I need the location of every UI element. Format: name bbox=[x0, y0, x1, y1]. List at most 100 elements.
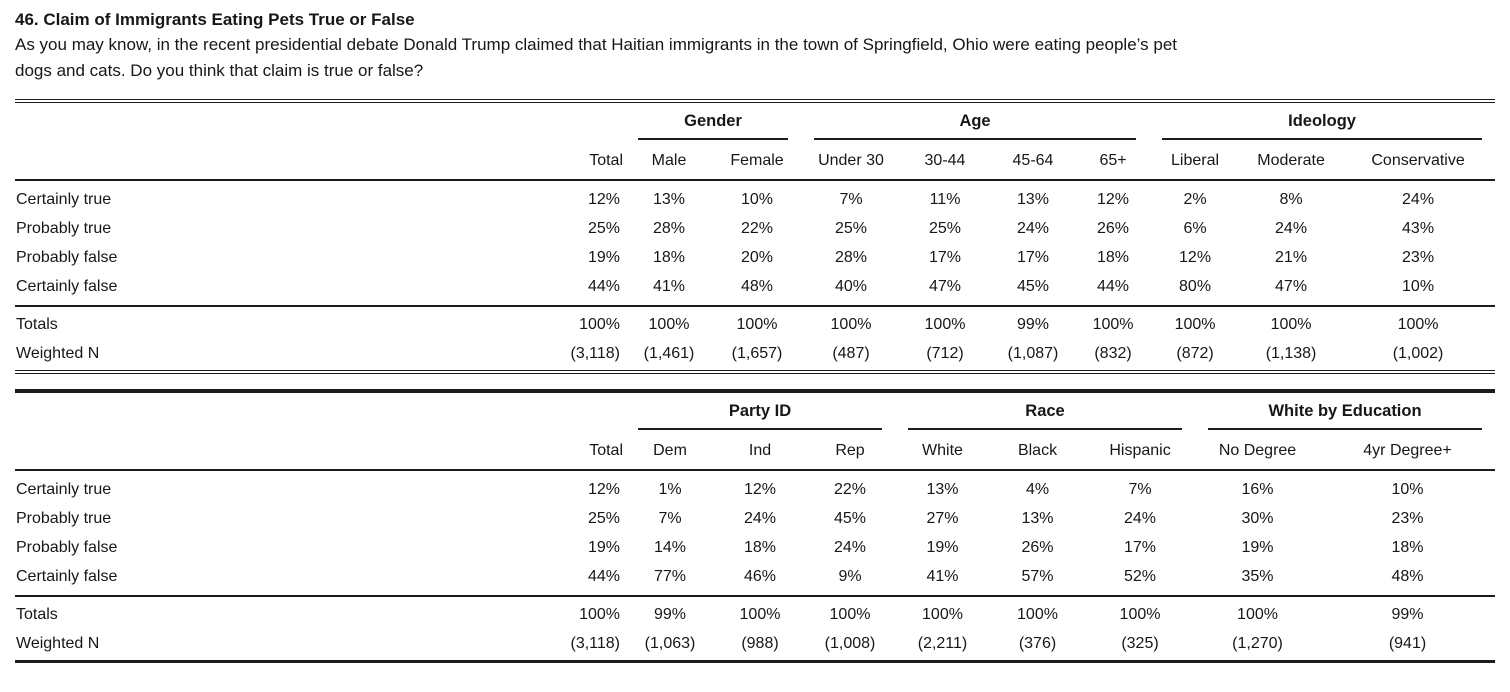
table-cell: (1,270) bbox=[1195, 630, 1321, 663]
table-cell: (988) bbox=[715, 630, 805, 663]
table-cell: 22% bbox=[740, 220, 774, 237]
row-label: Certainly false bbox=[16, 278, 118, 295]
table-cell: (1,008) bbox=[805, 630, 895, 663]
table-cell: 25% bbox=[587, 510, 620, 527]
column-header: Rep bbox=[805, 430, 895, 471]
table-cell: 100% bbox=[625, 305, 713, 340]
row-label: Totals bbox=[15, 595, 545, 630]
table-cell: 100% bbox=[545, 305, 625, 340]
column-header: Conservative bbox=[1341, 140, 1496, 181]
table-cell: 25% bbox=[834, 220, 868, 237]
table-cell: 23% bbox=[1402, 249, 1435, 266]
table-cell: 43% bbox=[1402, 220, 1435, 237]
table-cell: (1,138) bbox=[1241, 340, 1342, 374]
table-cell: 6% bbox=[1183, 220, 1207, 237]
table-cell: 10% bbox=[1402, 278, 1435, 295]
column-header: 65+ bbox=[1077, 140, 1150, 181]
table-cell: 45% bbox=[1016, 278, 1050, 295]
table-cell: 13% bbox=[1016, 191, 1050, 208]
table-cell: 20% bbox=[740, 249, 774, 266]
table-cell: 9% bbox=[838, 568, 862, 585]
table-cell: 27% bbox=[926, 510, 959, 527]
total-column-spacer bbox=[545, 99, 625, 140]
table-cell: (832) bbox=[1077, 340, 1150, 374]
table-cell: 7% bbox=[839, 191, 863, 208]
table-cell: 18% bbox=[1097, 249, 1130, 266]
group-label: White by Education bbox=[1208, 402, 1483, 430]
table-cell: 45% bbox=[833, 510, 867, 527]
row-label: Probably true bbox=[16, 220, 112, 237]
table-cell: 26% bbox=[1097, 220, 1130, 237]
table-cell: 46% bbox=[743, 568, 777, 585]
table-cell: 80% bbox=[1179, 278, 1212, 295]
table-cell: 41% bbox=[652, 278, 686, 295]
column-header: 45-64 bbox=[989, 140, 1077, 181]
group-header: Ideology bbox=[1149, 99, 1496, 140]
table-cell: (1,002) bbox=[1341, 340, 1496, 374]
table-row: Certainly true 12% 13% 10% 7% 11% 13% 12% 2% 8% 24… bbox=[15, 180, 1495, 215]
table-cell: (376) bbox=[990, 630, 1085, 663]
column-header: Moderate bbox=[1241, 140, 1342, 181]
group-label: Age bbox=[814, 112, 1137, 140]
table-cell: 17% bbox=[1123, 539, 1157, 556]
row-label: Weighted N bbox=[15, 630, 545, 663]
table-body: Certainly true 12% 1% 12% 22% 13% 4% 7% 16% 10% Pr… bbox=[15, 470, 1495, 596]
row-label: Certainly true bbox=[16, 191, 112, 208]
table-cell: 100% bbox=[805, 595, 895, 630]
table-cell: 41% bbox=[926, 568, 959, 585]
table-row: Certainly false 44% 41% 48% 40% 47% 45% 44% 80% 4… bbox=[15, 273, 1495, 306]
column-header: No Degree bbox=[1195, 430, 1321, 471]
table-cell: (487) bbox=[801, 340, 901, 374]
crosstab-table-party-race-education: Party ID Race White by Education Total Dem In… bbox=[15, 389, 1496, 663]
table-cell: 100% bbox=[545, 595, 625, 630]
table-cell: 13% bbox=[926, 481, 959, 498]
group-header-row: Gender Age Ideology bbox=[15, 99, 1496, 140]
group-header: Gender bbox=[625, 99, 801, 140]
table-cell: 57% bbox=[1021, 568, 1054, 585]
group-header: Race bbox=[895, 389, 1196, 430]
table-cell: 4% bbox=[1025, 481, 1050, 498]
table-cell: 35% bbox=[1241, 568, 1274, 585]
table-cell: 47% bbox=[928, 278, 962, 295]
table-cell: 100% bbox=[1341, 305, 1496, 340]
table-cell: 19% bbox=[926, 539, 959, 556]
column-header: Male bbox=[625, 140, 713, 181]
row-label-header bbox=[15, 140, 545, 181]
table-cell: 19% bbox=[587, 249, 620, 266]
table-cell: 24% bbox=[1016, 220, 1050, 237]
column-header: White bbox=[895, 430, 990, 471]
row-label-spacer bbox=[15, 389, 545, 430]
table-cell: 100% bbox=[1085, 595, 1196, 630]
column-header: Under 30 bbox=[801, 140, 901, 181]
table-cell: 100% bbox=[801, 305, 901, 340]
totals-section: Totals 100% 100% 100% 100% 100% 99% 100% 100% 100… bbox=[15, 305, 1496, 374]
table-cell: (872) bbox=[1149, 340, 1242, 374]
column-header: Ind bbox=[715, 430, 805, 471]
column-header: Dem bbox=[625, 430, 715, 471]
totals-row: Totals 100% 100% 100% 100% 100% 99% 100% 100% 100… bbox=[15, 305, 1496, 340]
table-cell: 10% bbox=[1391, 481, 1424, 498]
table-row: Probably true 25% 28% 22% 25% 25% 24% 26% 6% 24% 4… bbox=[15, 215, 1495, 244]
table-cell: 13% bbox=[652, 191, 686, 208]
table-cell: 100% bbox=[901, 305, 989, 340]
table-cell: 48% bbox=[740, 278, 774, 295]
group-label: Race bbox=[908, 402, 1183, 430]
table-cell: 100% bbox=[1149, 305, 1242, 340]
table-cell: 99% bbox=[625, 595, 715, 630]
table-cell: (941) bbox=[1320, 630, 1496, 663]
row-label: Probably false bbox=[16, 539, 118, 556]
totals-row: Weighted N (3,118) (1,461) (1,657) (487) (712… bbox=[15, 340, 1496, 374]
table-cell: 22% bbox=[833, 481, 867, 498]
table-cell: 12% bbox=[587, 191, 620, 208]
row-label: Certainly true bbox=[16, 481, 112, 498]
column-header: Black bbox=[990, 430, 1085, 471]
table-cell: 21% bbox=[1275, 249, 1308, 266]
table-cell: 100% bbox=[990, 595, 1085, 630]
table-cell: 7% bbox=[658, 510, 682, 527]
group-label: Ideology bbox=[1162, 112, 1483, 140]
table-cell: 24% bbox=[833, 539, 867, 556]
table-row: Probably true 25% 7% 24% 45% 27% 13% 24% 30% 23% bbox=[15, 505, 1495, 534]
report-page: 46. Claim of Immigrants Eating Pets True… bbox=[15, 10, 1496, 663]
column-header: 30-44 bbox=[901, 140, 989, 181]
table-cell: 100% bbox=[1195, 595, 1321, 630]
